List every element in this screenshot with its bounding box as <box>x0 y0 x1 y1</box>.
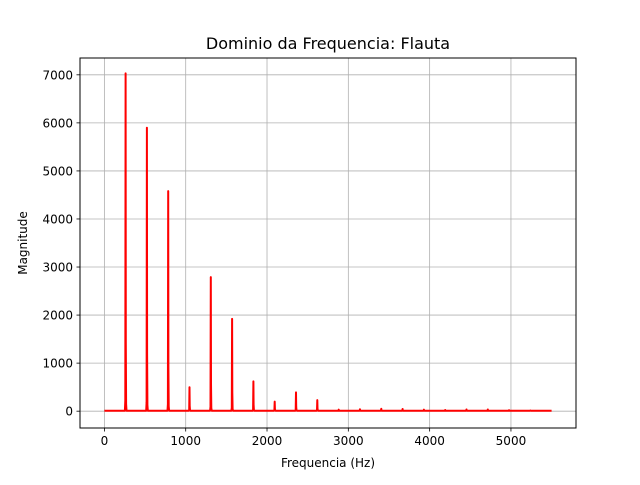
y-tick-label: 1000 <box>42 357 73 371</box>
y-tick-label: 7000 <box>42 68 73 82</box>
grid <box>80 58 576 428</box>
x-tick-label: 1000 <box>170 434 201 448</box>
y-tick-label: 0 <box>65 405 73 419</box>
series-line <box>104 72 552 412</box>
y-tick-label: 2000 <box>42 309 73 323</box>
x-tick-label: 5000 <box>496 434 527 448</box>
series-layer <box>104 72 552 412</box>
plot-area <box>79 57 577 429</box>
x-tick-label: 0 <box>101 434 109 448</box>
x-axis-label: Frequencia (Hz) <box>281 456 375 470</box>
chart-title: Dominio da Frequencia: Flauta <box>206 34 450 53</box>
ticks: 0 1000 2000 3000 4000 5000 0 1000 2000 3000 4000 50… <box>42 68 526 448</box>
y-tick-label: 4000 <box>42 212 73 226</box>
y-tick-label: 5000 <box>42 164 73 178</box>
x-tick-label: 2000 <box>252 434 283 448</box>
y-tick-label: 6000 <box>42 116 73 130</box>
x-tick-label: 4000 <box>414 434 445 448</box>
x-tick-label: 3000 <box>333 434 364 448</box>
y-axis-label: Magnitude <box>16 211 30 275</box>
y-tick-label: 3000 <box>42 261 73 275</box>
